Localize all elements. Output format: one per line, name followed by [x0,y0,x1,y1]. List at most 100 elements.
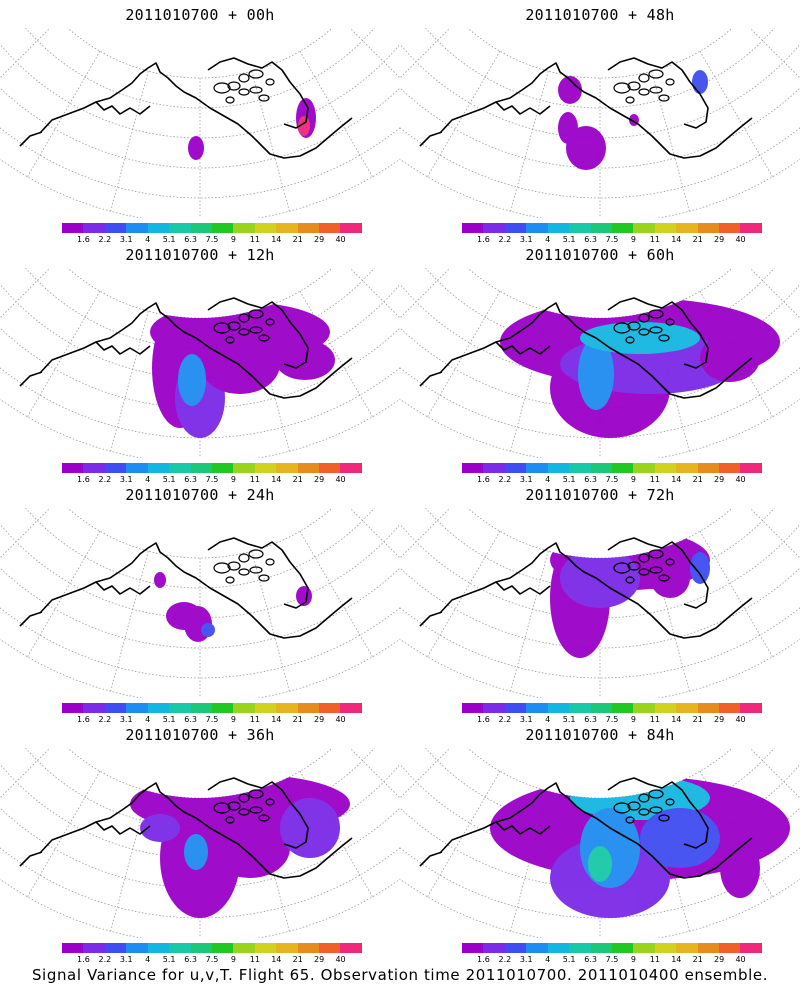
colorbar-tick-label: 1.6 [477,955,490,964]
colorbar-swatch [547,943,570,953]
colorbar-labels: 1.6 2.2 3.1 4 5.1 6.3 7.5 9 11 14 21 29 40 [462,235,762,245]
colorbar-tick-label: 1.6 [77,235,90,244]
forecast-panel: 2011010700 + 48h 1.6 2.2 3.1 4 5.1 6.3 7.5 9 11 14… [400,0,800,244]
variance-patch [700,334,760,382]
colorbar-tick-label: 40 [335,475,346,484]
colorbar-tick-label: 1.6 [77,475,90,484]
colorbar-tick-label: 2.2 [498,955,512,964]
colorbar-swatch [169,463,191,473]
colorbar-swatch [211,703,234,713]
colorbar-swatch [740,703,762,713]
variance-field [500,298,780,438]
colorbar-tick-label: 29 [714,235,725,244]
colorbar-tick-label: 21 [692,475,703,484]
colorbar-tick-label: 11 [249,955,260,964]
variance-field [558,70,708,170]
colorbar-tick-label: 14 [271,235,282,244]
map-svg [0,508,400,698]
colorbar-swatch [740,463,762,473]
colorbar-swatch [526,223,548,233]
variance-patch [690,552,710,584]
colorbar-swatch [719,703,741,713]
colorbar-swatch [340,943,362,953]
colorbar-swatch [547,463,570,473]
colorbar-swatch [147,703,170,713]
variance-patch [201,623,215,637]
map-svg [0,28,400,218]
colorbar-swatch [276,703,298,713]
colorbar-swatch [233,463,255,473]
colorbar-tick-label: 2.2 [98,475,112,484]
colorbar-swatch [483,703,505,713]
colorbar-swatch [169,943,191,953]
colorbar-tick-label: 6.3 [184,715,197,724]
colorbar-tick-label: 7.5 [205,475,219,484]
forecast-panel: 2011010700 + 12h 1.6 2.2 3.1 4 5.1 6.3 7.5 9 11 14… [0,240,400,484]
colorbar-swatch [233,703,255,713]
map-svg [400,508,800,698]
colorbar-swatch [190,943,212,953]
colorbar-tick-label: 40 [735,955,746,964]
colorbar-tick-label: 6.3 [184,955,197,964]
colorbar-swatch [719,943,741,953]
colorbar-swatch [654,223,677,233]
colorbar-tick-label: 4 [145,715,151,724]
colorbar-tick-label: 4 [145,475,151,484]
colorbar-tick-label: 1.6 [477,715,490,724]
colorbar-swatch [547,703,570,713]
colorbar-swatch [104,703,127,713]
colorbar-tick-label: 21 [292,715,303,724]
colorbar-tick-label: 5.1 [562,715,576,724]
colorbar-swatch [590,223,612,233]
colorbar-tick-label: 2.2 [98,715,112,724]
colorbar-tick-label: 7.5 [605,955,619,964]
graticule [400,268,800,458]
forecast-panel: 2011010700 + 72h 1.6 2.2 3.1 4 5.1 6.3 7.5 9 11 14… [400,480,800,724]
colorbar-swatch [62,223,84,233]
colorbar-tick-label: 5.1 [562,475,576,484]
colorbar-tick-label: 29 [314,715,325,724]
colorbar-swatch [83,703,105,713]
colorbar-swatch [190,703,212,713]
graticule [400,748,800,938]
variance-patch [200,334,280,394]
colorbar-swatch [611,943,634,953]
colorbar-tick-label: 2.2 [498,235,512,244]
coastline [19,777,353,879]
colorbar-swatch [611,463,634,473]
colorbar-swatch [676,223,698,233]
colorbar-swatch [462,943,484,953]
colorbar-swatch [62,943,84,953]
colorbar-swatch [654,463,677,473]
colorbar-swatch [504,223,527,233]
colorbar-tick-label: 11 [249,475,260,484]
colorbar-tick-label: 9 [630,475,636,484]
colorbar-tick-label: 40 [735,715,746,724]
variance-field [188,98,316,160]
coastline [19,57,353,159]
colorbar-swatch [211,223,234,233]
coastline [419,537,753,639]
colorbar-tick-label: 29 [714,475,725,484]
colorbar-tick-label: 40 [735,235,746,244]
colorbar-tick-label: 40 [335,235,346,244]
colorbar-swatch [340,223,362,233]
variance-patch [720,838,760,898]
colorbar-tick-label: 2.2 [498,715,512,724]
colorbar-swatch [569,463,591,473]
graticule [0,748,400,938]
colorbar-swatch [547,223,570,233]
variance-patch [188,136,204,160]
variance-field [490,776,790,918]
colorbar [462,943,762,953]
colorbar-swatch [483,463,505,473]
colorbar-labels: 1.6 2.2 3.1 4 5.1 6.3 7.5 9 11 14 21 29 40 [62,475,362,485]
colorbar-swatch [611,223,634,233]
variance-field [550,530,710,658]
colorbar-swatch [590,463,612,473]
forecast-panel: 2011010700 + 84h 1.6 2.2 3.1 4 5.1 6.3 7.5 9 11 14… [400,720,800,964]
graticule [400,28,800,218]
colorbar-tick-label: 11 [249,715,260,724]
map-svg [0,748,400,938]
colorbar-swatch [590,703,612,713]
